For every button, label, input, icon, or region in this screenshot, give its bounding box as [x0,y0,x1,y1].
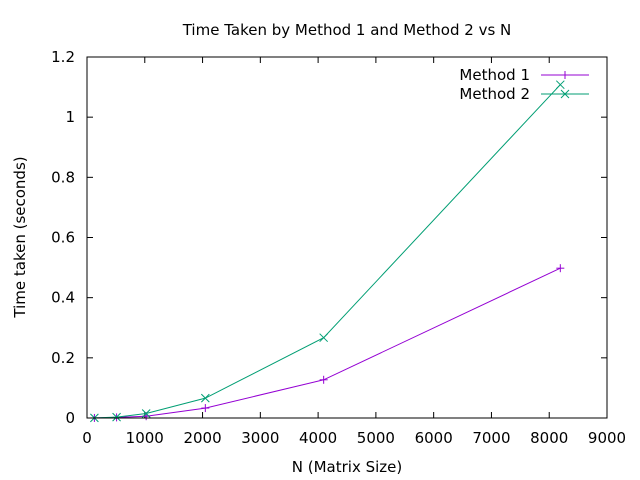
series-1-point [319,375,328,384]
x-tick-label: 5000 [357,429,395,447]
x-tick-label: 4000 [299,429,337,447]
series-2-point [112,412,121,422]
x-tick-label: 7000 [472,429,510,447]
x-axis-label: N (Matrix Size) [292,458,402,476]
x-tick-label: 3000 [241,429,279,447]
legend-marker [561,71,569,79]
y-axis-label: Time taken (seconds) [11,156,29,318]
chart-title: Time Taken by Method 1 and Method 2 vs N [182,21,512,39]
series-2-point [200,393,210,403]
series-2-point [555,80,565,90]
series-layer [90,80,565,423]
y-tick-label: 0.2 [51,349,75,367]
y-tick-label: 0.6 [51,229,75,247]
series-line-1 [94,267,561,419]
y-tick-label: 1 [65,108,75,126]
x-tick-label: 6000 [415,429,453,447]
series-2-point [141,409,151,418]
x-tick-label: 2000 [183,429,221,447]
y-tick-label: 0 [65,409,75,427]
axis-ticks: 0 1000 2000 3000 4000 5000 6000 7000 8000 9000 0 0.… [51,48,626,447]
legend-label: Method 1 [459,66,530,84]
legend-marker [560,89,570,99]
legend-label: Method 2 [459,85,530,103]
x-tick-label: 9000 [588,429,626,447]
y-tick-label: 1.2 [51,48,75,66]
x-tick-label: 0 [82,429,92,447]
series-line-2 [94,84,561,419]
x-tick-label: 1000 [126,429,164,447]
plot-frame [86,56,608,419]
series-1-point [201,404,210,413]
x-tick-label: 8000 [530,429,568,447]
series-1-point [556,264,565,273]
y-tick-label: 0.4 [51,289,75,307]
series-2-point [319,333,329,343]
y-tick-label: 0.8 [51,168,75,186]
